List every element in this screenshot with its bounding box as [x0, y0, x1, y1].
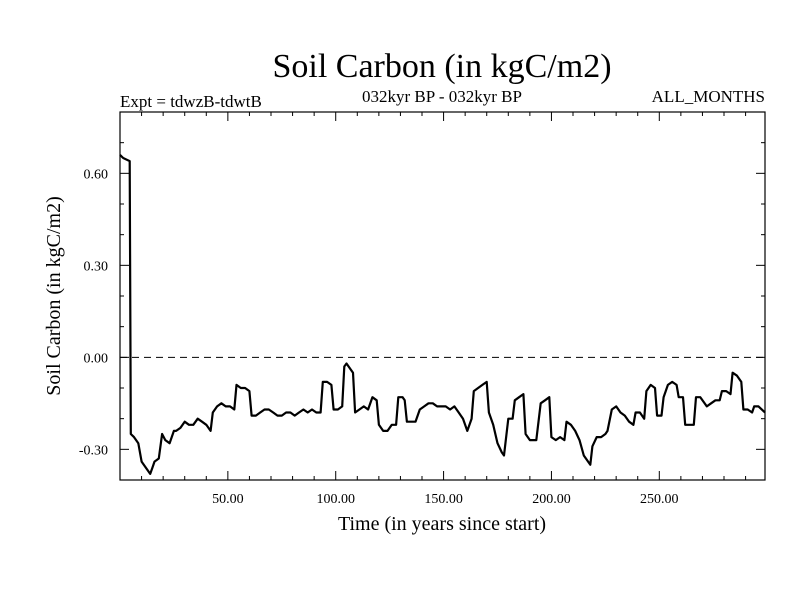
x-tick-label: 200.00 — [532, 492, 571, 507]
y-tick-label: 0.00 — [84, 351, 109, 366]
y-tick-label: -0.30 — [79, 443, 108, 458]
series-line — [119, 154, 766, 475]
y-tick-label: 0.30 — [84, 259, 109, 274]
x-tick-label: 150.00 — [424, 492, 463, 507]
plot-frame — [119, 111, 766, 481]
x-tick-label: 50.00 — [212, 492, 244, 507]
axis-ticks — [120, 112, 765, 480]
axis-tick-labels: 50.00 100.00 150.00 200.00 250.00 -0.30 0.00 0.… — [79, 167, 679, 507]
chart-title: Soil Carbon (in kgC/m2) — [272, 48, 611, 85]
y-axis-label: Soil Carbon (in kgC/m2) — [43, 196, 65, 395]
x-tick-label: 100.00 — [316, 492, 355, 507]
experiment-label: Expt = tdwzB-tdwtB — [120, 92, 262, 111]
x-tick-label: 250.00 — [640, 492, 679, 507]
period-label: 032kyr BP - 032kyr BP — [362, 87, 522, 106]
y-tick-label: 0.60 — [84, 167, 109, 182]
x-axis-label: Time (in years since start) — [338, 513, 546, 535]
months-label: ALL_MONTHS — [652, 87, 765, 106]
